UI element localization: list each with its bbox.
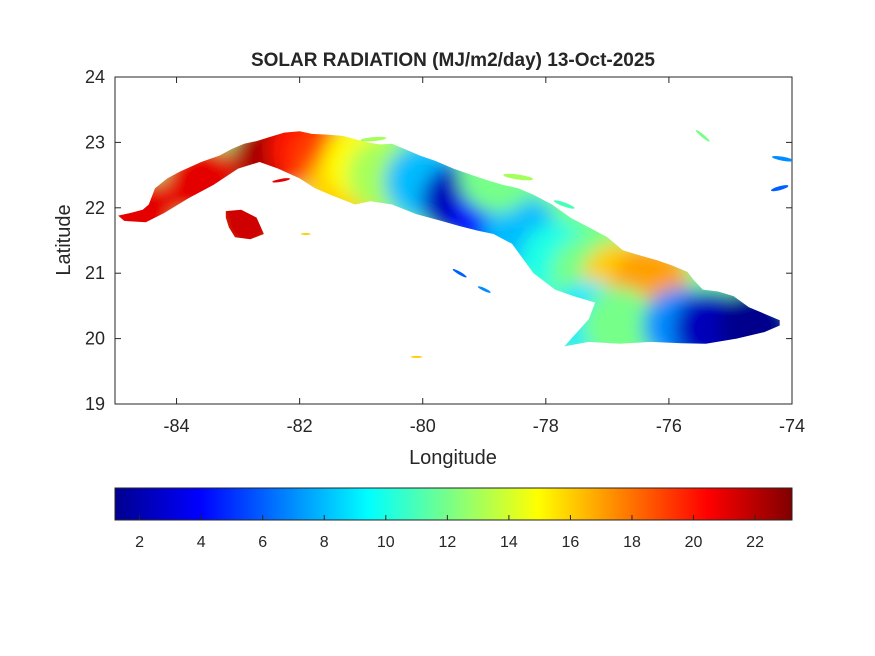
colorbar-tick-label: 4 — [197, 534, 206, 551]
x-tick-label: -78 — [533, 416, 559, 436]
x-tick-label: -74 — [779, 416, 805, 436]
x-axis-ticks: -84 -82 -80 -78 -76 -74 — [164, 77, 805, 436]
colorbar-tick-label: 14 — [500, 534, 518, 551]
colorbar-ticks: 2 4 6 8 10 12 14 16 18 20 22 — [135, 515, 764, 551]
colorbar-tick-label: 12 — [438, 534, 456, 551]
cays-layer — [272, 129, 792, 358]
map-axes-box — [114, 76, 793, 405]
cay-3 — [695, 129, 710, 142]
cay-2 — [553, 200, 575, 209]
colorbar-tick-label: 20 — [685, 534, 703, 551]
cay-9 — [300, 232, 311, 235]
y-tick-label: 22 — [85, 198, 105, 218]
colorbar-tick-label: 10 — [377, 534, 395, 551]
cay-4 — [771, 156, 792, 162]
y-axis-label: Latitude — [53, 204, 75, 275]
x-tick-label: -80 — [410, 416, 436, 436]
cay-7 — [477, 286, 491, 293]
chart-title: SOLAR RADIATION (MJ/m2/day) 13-Oct-2025 — [251, 50, 655, 71]
cay-10 — [272, 178, 291, 183]
x-tick-label: -82 — [287, 416, 313, 436]
cay-8 — [410, 355, 423, 358]
y-tick-label: 21 — [85, 263, 105, 283]
cay-5 — [770, 185, 789, 192]
colorbar-tick-label: 22 — [746, 534, 764, 551]
y-tick-label: 24 — [85, 67, 105, 87]
y-axis-ticks: 19 20 21 22 23 24 — [85, 67, 792, 414]
x-tick-label: -84 — [164, 416, 190, 436]
colorbar-tick-label: 6 — [258, 534, 267, 551]
y-tick-label: 19 — [85, 394, 105, 414]
colorbar-tick-label: 16 — [562, 534, 580, 551]
x-tick-label: -76 — [656, 416, 682, 436]
y-tick-label: 23 — [85, 132, 105, 152]
colorbar-tick-label: 8 — [320, 534, 329, 551]
y-tick-label: 20 — [85, 329, 105, 349]
cay-6 — [452, 268, 467, 278]
colorbar-tick-label: 18 — [623, 534, 641, 551]
cay-1 — [360, 136, 387, 142]
cay-0 — [503, 173, 533, 181]
colorbar — [114, 487, 793, 521]
x-axis-label: Longitude — [409, 447, 497, 469]
colorbar-tick-label: 2 — [135, 534, 144, 551]
